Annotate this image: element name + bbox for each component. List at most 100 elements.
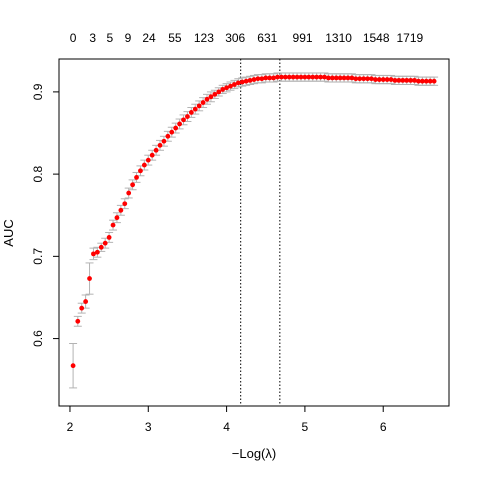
data-point (372, 77, 378, 82)
y-tick-label: 0.9 (31, 83, 45, 100)
data-point (239, 79, 245, 85)
data-point (322, 74, 327, 80)
data-point (138, 168, 143, 174)
data-point (333, 75, 339, 81)
data-point (98, 244, 104, 250)
data-point (243, 78, 249, 84)
data-point (141, 162, 147, 168)
top-axis-label: 9 (125, 31, 132, 45)
data-point (314, 74, 320, 80)
top-axis-label: 306 (225, 31, 245, 45)
data-point (294, 74, 300, 80)
top-axis-label: 1719 (396, 31, 423, 45)
data-point (267, 75, 273, 81)
top-axis-label: 123 (194, 31, 214, 45)
data-point (177, 121, 183, 127)
data-point (337, 75, 343, 81)
data-points (70, 74, 437, 369)
y-axis-ticks: 0.6 0.7 0.8 0.9 (31, 83, 59, 347)
data-point (145, 157, 151, 163)
data-point (349, 75, 355, 81)
data-point (153, 147, 159, 153)
reference-lines (240, 59, 281, 406)
data-point (353, 76, 359, 82)
x-tick-label: 3 (145, 420, 152, 434)
data-point (79, 305, 85, 311)
y-tick-label: 0.6 (31, 330, 45, 347)
data-point (110, 222, 116, 228)
data-point (376, 77, 382, 82)
data-point (232, 82, 237, 87)
data-point (306, 74, 312, 80)
data-point (431, 78, 437, 84)
data-point (357, 76, 363, 82)
data-point (341, 75, 347, 81)
data-point (419, 78, 425, 84)
data-point (220, 87, 226, 92)
data-point (200, 100, 206, 105)
data-point (185, 114, 190, 119)
data-point (208, 94, 214, 100)
data-point (114, 215, 120, 221)
data-point (70, 363, 76, 369)
x-axis-label: −Log(λ) (232, 446, 276, 461)
top-axis-label: 1310 (325, 31, 352, 45)
data-point (87, 276, 92, 281)
data-point (279, 74, 284, 80)
data-point (165, 133, 171, 139)
data-point (173, 125, 179, 131)
top-axis-label: 1548 (363, 31, 390, 45)
data-point (380, 77, 386, 82)
data-point (102, 240, 108, 246)
data-point (106, 235, 112, 240)
data-point (282, 74, 288, 80)
data-point (204, 96, 210, 102)
data-point (235, 80, 241, 86)
data-point (369, 76, 374, 82)
x-tick-label: 2 (67, 420, 74, 434)
data-point (259, 76, 265, 82)
data-point (310, 74, 316, 80)
data-point (212, 91, 218, 97)
data-point (404, 77, 410, 83)
data-point (255, 76, 261, 82)
top-axis-labels: 0 3 5 9 24 55 123 306 631 991 1310 1548 1719 (70, 31, 424, 45)
data-point (325, 75, 331, 81)
y-axis-label: AUC (1, 219, 16, 246)
data-point (329, 75, 335, 81)
x-tick-label: 5 (302, 420, 309, 434)
data-point (384, 77, 390, 82)
x-tick-label: 4 (223, 420, 230, 434)
plot-frame (58, 58, 450, 407)
data-point (122, 201, 128, 207)
top-axis-label: 631 (257, 31, 277, 45)
data-point (408, 77, 414, 83)
data-point (216, 89, 222, 95)
data-point (298, 74, 304, 80)
data-point (118, 207, 124, 213)
data-point (181, 117, 186, 123)
data-point (361, 76, 367, 82)
data-point (318, 74, 323, 80)
data-point (271, 75, 276, 81)
data-point (423, 78, 429, 84)
data-point (290, 74, 296, 80)
x-tick-label: 6 (380, 420, 387, 434)
data-point (400, 77, 406, 83)
data-point (94, 249, 100, 255)
data-point (134, 175, 139, 180)
data-point (388, 77, 394, 82)
data-point (188, 110, 194, 115)
data-point (157, 142, 163, 148)
data-point (427, 78, 433, 84)
data-point (416, 78, 421, 84)
top-axis-label: 55 (168, 31, 182, 45)
data-point (224, 85, 229, 91)
top-axis-label: 5 (107, 31, 114, 45)
data-point (130, 182, 136, 188)
top-axis-label: 991 (293, 31, 313, 45)
data-point (412, 77, 417, 83)
data-point (263, 75, 269, 81)
data-point (75, 318, 81, 324)
